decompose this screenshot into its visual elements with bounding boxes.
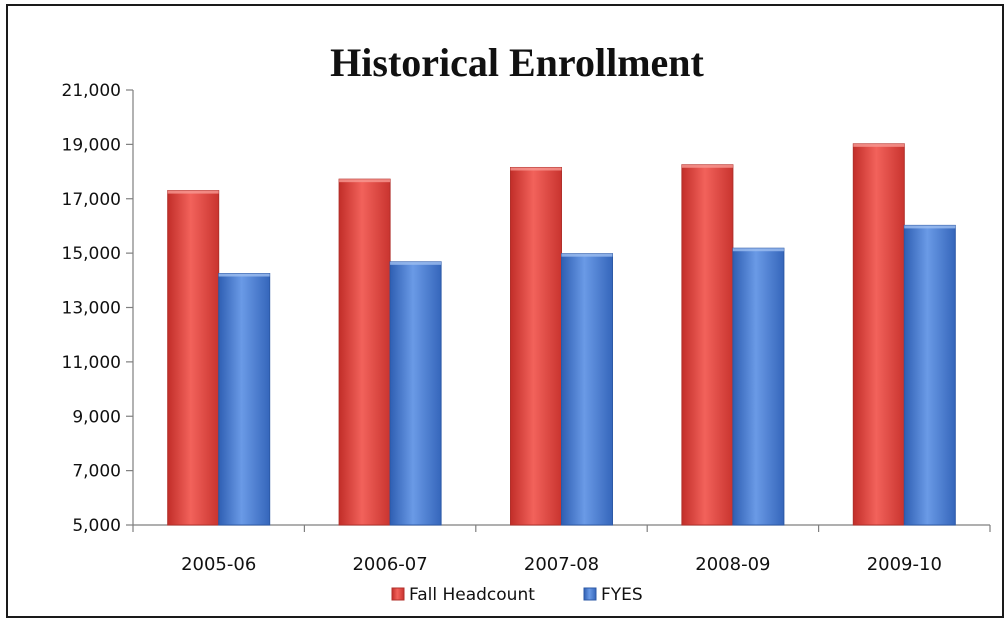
y-tick-label: 11,000 bbox=[62, 353, 121, 373]
y-tick-label: 21,000 bbox=[62, 81, 121, 101]
bar-top-highlight bbox=[561, 253, 613, 257]
legend-label-fall-headcount: Fall Headcount bbox=[409, 585, 535, 605]
y-tick-label: 17,000 bbox=[62, 190, 121, 210]
x-tick-label: 2006-07 bbox=[352, 554, 427, 575]
bar-fall-headcount bbox=[681, 164, 734, 526]
bar-top-highlight bbox=[218, 273, 270, 277]
bar-top-highlight bbox=[904, 225, 956, 229]
bar-fall-headcount bbox=[167, 190, 220, 526]
bar-top-highlight bbox=[732, 248, 784, 252]
x-axis: 2005-06 2006-07 2007-08 2008-09 2009-10 bbox=[132, 524, 991, 575]
bar-fyes bbox=[732, 247, 785, 526]
bar-top-highlight bbox=[681, 164, 733, 168]
bar-top-highlight bbox=[390, 261, 442, 265]
bar-fall-headcount bbox=[510, 166, 562, 526]
bar-top-highlight bbox=[510, 167, 562, 171]
x-tick-label: 2008-09 bbox=[695, 554, 770, 575]
bar-fyes bbox=[389, 261, 442, 526]
legend-swatch-fyes bbox=[583, 587, 597, 601]
y-tick-label: 5,000 bbox=[72, 516, 121, 536]
bar-fyes bbox=[561, 253, 613, 526]
y-tick-label: 9,000 bbox=[72, 407, 121, 427]
x-tick-label: 2007-08 bbox=[524, 554, 599, 575]
y-tick-label: 13,000 bbox=[62, 299, 121, 319]
y-axis: 5,000 7,000 9,000 11,000 13,000 15,000 17,000 1… bbox=[62, 81, 134, 536]
y-tick-label: 7,000 bbox=[72, 462, 121, 482]
bar-fyes bbox=[218, 273, 271, 526]
bar-top-highlight bbox=[167, 190, 219, 194]
bar-top-highlight bbox=[339, 179, 391, 183]
bars-group bbox=[167, 143, 956, 526]
x-tick-label: 2009-10 bbox=[867, 554, 942, 575]
bar-fall-headcount bbox=[338, 178, 391, 526]
bar-fall-headcount bbox=[852, 143, 905, 526]
chart-title: Historical Enrollment bbox=[330, 40, 704, 85]
legend-swatch-fall-headcount bbox=[391, 587, 405, 601]
y-tick-label: 19,000 bbox=[62, 135, 121, 155]
x-tick-label: 2005-06 bbox=[181, 554, 256, 575]
legend-label-fyes: FYES bbox=[601, 585, 643, 605]
bar-top-highlight bbox=[853, 143, 905, 147]
legend: Fall Headcount FYES bbox=[391, 585, 643, 605]
bar-fyes bbox=[903, 224, 956, 526]
y-tick-label: 15,000 bbox=[62, 244, 121, 264]
